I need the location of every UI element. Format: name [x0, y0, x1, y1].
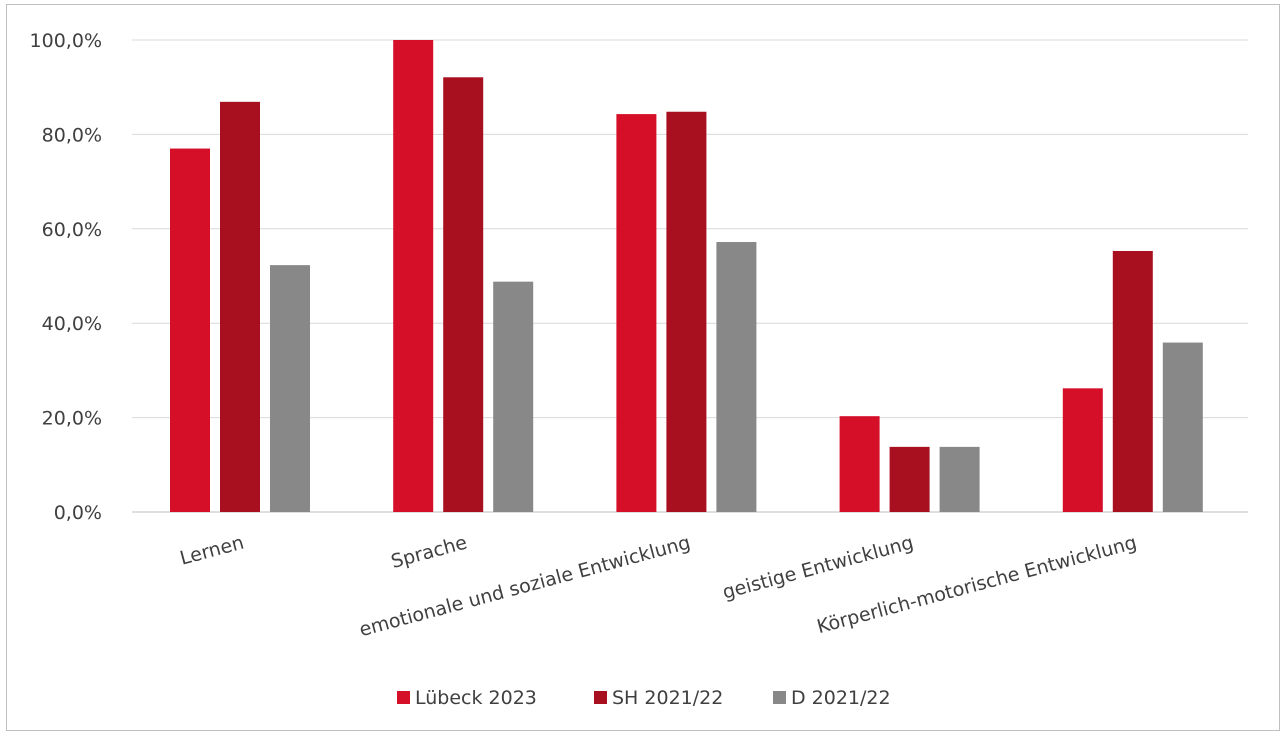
y-axis-ticks: 0,0% 20,0% 40,0% 60,0% 80,0% 100,0% — [30, 30, 102, 524]
bar — [616, 114, 657, 512]
bar — [270, 265, 310, 512]
category-label: geistige Entwicklung — [720, 532, 916, 604]
bar — [889, 446, 930, 512]
category-label: Lernen — [178, 532, 247, 570]
legend-swatch — [773, 691, 786, 704]
bar — [443, 77, 484, 513]
y-tick-label: 100,0% — [30, 30, 102, 52]
category-label: Sprache — [389, 532, 470, 573]
bars — [170, 40, 1203, 513]
legend-swatch — [397, 691, 410, 704]
legend-label: D 2021/22 — [791, 687, 891, 709]
bar — [939, 446, 980, 512]
legend-label: Lübeck 2023 — [415, 687, 537, 709]
bar — [493, 281, 534, 512]
bar — [1112, 250, 1153, 512]
bar — [1062, 388, 1103, 512]
y-tick-label: 80,0% — [42, 124, 102, 146]
y-tick-label: 0,0% — [54, 502, 102, 524]
y-tick-label: 20,0% — [42, 408, 102, 430]
bar — [716, 242, 757, 513]
legend-swatch — [594, 691, 607, 704]
bar — [1162, 342, 1203, 512]
legend: Lübeck 2023 SH 2021/22 D 2021/22 — [397, 687, 891, 709]
bar — [666, 111, 707, 512]
y-tick-label: 60,0% — [42, 219, 102, 241]
bar — [839, 416, 880, 512]
legend-label: SH 2021/22 — [612, 687, 723, 709]
bar — [393, 40, 434, 512]
bar — [170, 148, 210, 512]
bar — [220, 101, 260, 512]
y-tick-label: 40,0% — [42, 313, 102, 335]
